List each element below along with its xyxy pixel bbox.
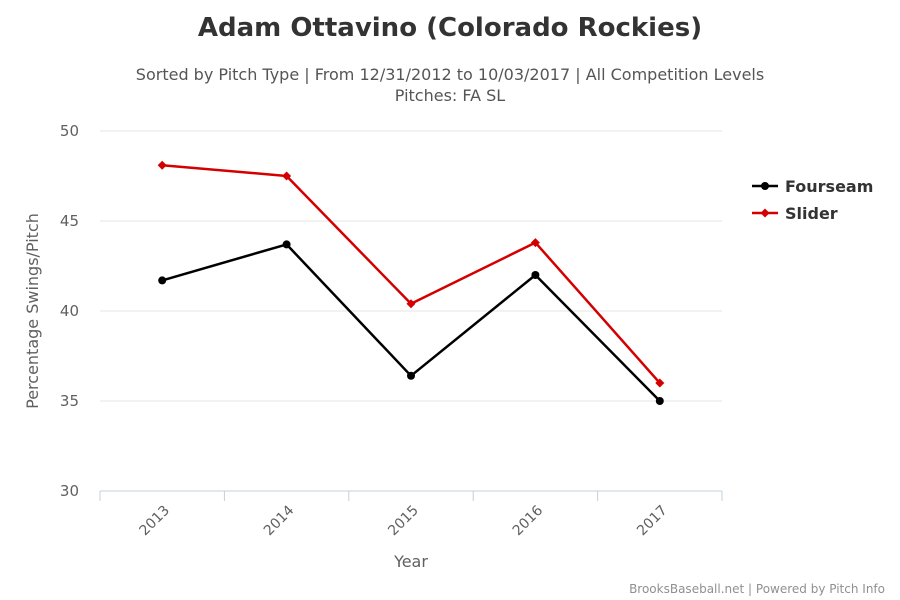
y-tick-label: 30 — [60, 482, 79, 500]
data-point-slider[interactable] — [157, 160, 167, 170]
chart-title: Adam Ottavino (Colorado Rockies) — [198, 13, 702, 43]
y-tick-label: 40 — [60, 302, 79, 320]
chart-subtitle-line1: Sorted by Pitch Type | From 12/31/2012 t… — [136, 65, 764, 84]
x-tick-label: 2013 — [137, 503, 174, 540]
x-tick-label: 2016 — [510, 502, 547, 539]
y-tick-label: 50 — [60, 122, 79, 140]
y-axis-label: Percentage Swings/Pitch — [23, 213, 42, 409]
legend-item-slider[interactable]: Slider — [752, 204, 838, 223]
credits-text[interactable]: BrooksBaseball.net | Powered by Pitch In… — [629, 582, 885, 596]
series-line-slider[interactable] — [162, 163, 661, 384]
legend-label: Fourseam — [785, 177, 873, 196]
data-point-fourseam[interactable] — [655, 397, 664, 405]
series-group — [157, 160, 665, 405]
data-point-slider[interactable] — [655, 378, 665, 388]
y-axis-ticks: 30 35 40 45 50 — [60, 122, 79, 500]
x-axis-label: Year — [393, 552, 428, 571]
legend-label: Slider — [785, 204, 838, 223]
legend-item-fourseam[interactable]: Fourseam — [752, 177, 873, 196]
data-point-slider[interactable] — [282, 171, 292, 181]
chart-subtitle-line2: Pitches: FA SL — [395, 86, 506, 105]
data-point-fourseam[interactable] — [158, 276, 167, 285]
data-point-slider[interactable] — [530, 238, 540, 248]
gridlines — [100, 130, 722, 402]
x-axis: 2013 2014 2015 2016 2017 — [99, 490, 723, 540]
x-tick-label: 2014 — [261, 502, 298, 539]
y-tick-label: 45 — [60, 212, 79, 230]
data-point-fourseam[interactable] — [407, 371, 415, 380]
legend-marker — [761, 182, 769, 190]
x-tick-label: 2015 — [385, 503, 422, 540]
x-tick-label: 2017 — [634, 503, 671, 540]
data-point-fourseam[interactable] — [282, 240, 291, 249]
data-point-fourseam[interactable] — [531, 271, 540, 279]
data-point-slider[interactable] — [406, 299, 416, 309]
legend[interactable]: Fourseam Slider — [752, 177, 873, 223]
legend-marker — [760, 208, 770, 218]
y-tick-label: 35 — [60, 392, 79, 410]
